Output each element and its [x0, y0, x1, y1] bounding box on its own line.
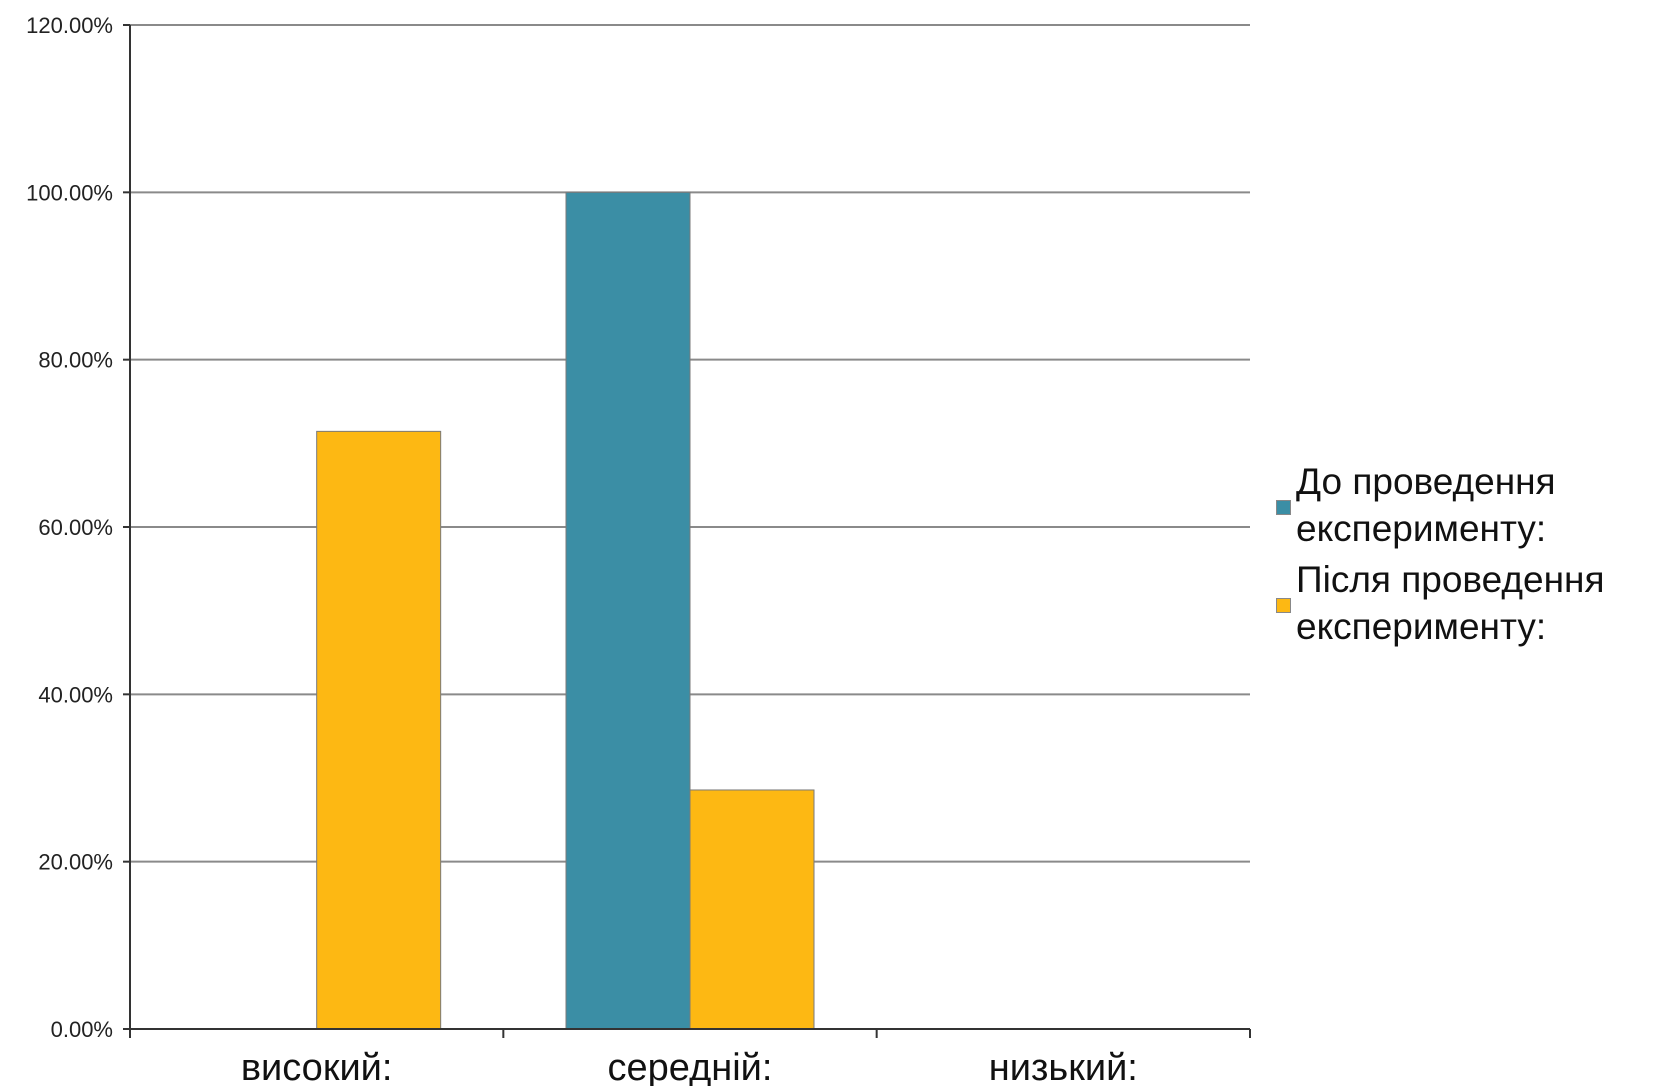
- legend: До проведення експерименту: Після провед…: [1276, 458, 1664, 654]
- bars: [316, 191, 815, 1030]
- legend-label-before: До проведення експерименту:: [1296, 461, 1556, 549]
- bar-before-1: [565, 191, 691, 1030]
- legend-item-after: Після проведення експерименту:: [1276, 556, 1664, 654]
- x-tick-label: середній:: [608, 1047, 773, 1086]
- y-tick-label: 100.00%: [26, 180, 113, 205]
- bar-after-1: [689, 789, 815, 1030]
- x-axis-ticks: високий: середній: низький:: [241, 1047, 1138, 1086]
- axes: [129, 25, 1251, 1038]
- y-tick-label: 80.00%: [38, 348, 113, 373]
- y-tick-label: 20.00%: [38, 850, 113, 875]
- legend-item-before: До проведення експерименту:: [1276, 458, 1664, 556]
- x-tick-label: низький:: [989, 1047, 1138, 1086]
- x-tick-label: високий:: [241, 1047, 393, 1086]
- bar-after-0: [316, 430, 442, 1030]
- legend-swatch-before: [1276, 500, 1291, 515]
- y-axis-ticks: 0.00% 20.00% 40.00% 60.00% 80.00% 100.00% 120.…: [26, 13, 130, 1042]
- y-tick-label: 60.00%: [38, 515, 113, 540]
- legend-label-after: Після проведення експерименту:: [1296, 559, 1605, 647]
- y-tick-label: 0.00%: [51, 1017, 113, 1042]
- y-tick-label: 120.00%: [26, 13, 113, 38]
- y-tick-label: 40.00%: [38, 682, 113, 707]
- legend-swatch-after: [1276, 598, 1291, 613]
